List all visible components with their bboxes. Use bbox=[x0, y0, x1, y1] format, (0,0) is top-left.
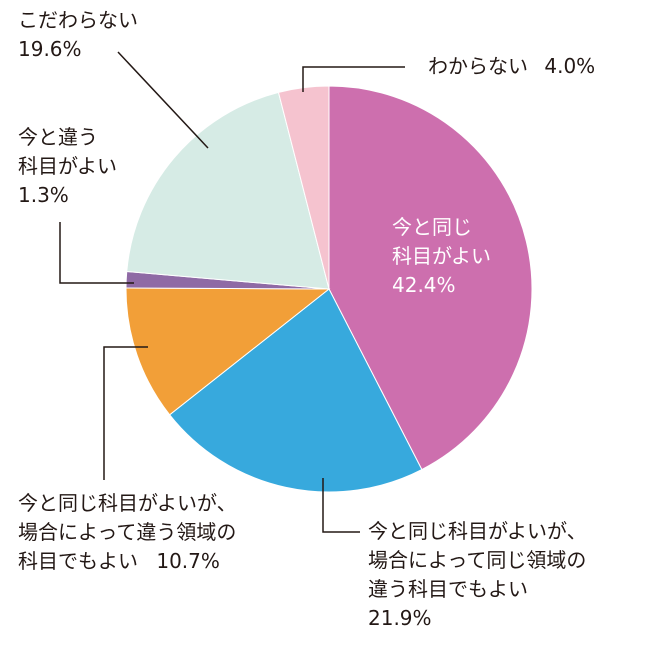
label-chigau-ryouiki-value: 10.7% bbox=[156, 549, 220, 573]
label-wakaranai-value: 4.0% bbox=[544, 54, 596, 78]
label-ima-to-onaji: 今と同じ 科目がよい 42.4% bbox=[392, 213, 491, 300]
leader-line-onaji-ryouiki bbox=[322, 478, 360, 533]
label-wakaranai: わからない 4.0% bbox=[428, 52, 595, 81]
pie-slice-4 bbox=[126, 91, 330, 290]
label-chigau-ryouiki-line1: 今と同じ科目がよいが、 bbox=[18, 491, 237, 515]
label-onaji-ryouiki-line1: 今と同じ科目がよいが、 bbox=[368, 519, 587, 543]
label-ima-to-onaji-line1: 今と同じ bbox=[392, 215, 472, 239]
label-onaji-ryouiki-line2: 場合によって同じ領域の bbox=[368, 548, 587, 572]
label-chigau-ryouiki-line3: 科目でもよい bbox=[18, 549, 138, 573]
pie-slice-1 bbox=[168, 288, 423, 493]
leader-line-chigau-ryouiki bbox=[103, 346, 148, 480]
label-kodawaranai-value: 19.6% bbox=[18, 37, 82, 61]
label-kodawaranai-text: こだわらない bbox=[18, 8, 138, 32]
label-wakaranai-text: わからない bbox=[428, 54, 528, 78]
label-kodawaranai: こだわらない 19.6% bbox=[18, 6, 138, 64]
leader-line-ima-to-chigau bbox=[59, 222, 134, 284]
pie-slice-2 bbox=[125, 287, 331, 416]
leader-line-wakaranai bbox=[302, 66, 405, 92]
label-onaji-ryouiki-line3: 違う科目でもよい bbox=[368, 577, 528, 601]
label-ima-to-onaji-value: 42.4% bbox=[392, 273, 456, 297]
leader-line-kodawaranai bbox=[117, 51, 209, 149]
pie-slices bbox=[125, 85, 533, 493]
label-ima-to-chigau-line2: 科目がよい bbox=[18, 154, 117, 178]
label-ima-to-onaji-line2: 科目がよい bbox=[392, 244, 491, 268]
label-onaji-ryouiki-value: 21.9% bbox=[368, 606, 432, 630]
label-ima-to-chigau-line1: 今と違う bbox=[18, 125, 98, 149]
label-ima-to-chigau: 今と違う 科目がよい 1.3% bbox=[18, 123, 117, 210]
leader-lines bbox=[59, 51, 405, 533]
label-chigau-ryouiki: 今と同じ科目がよいが、 場合によって違う領域の 科目でもよい 10.7% bbox=[18, 489, 237, 576]
label-chigau-ryouiki-line2: 場合によって違う領域の bbox=[18, 520, 237, 544]
pie-slice-0 bbox=[328, 85, 533, 471]
label-onaji-ryouiki: 今と同じ科目がよいが、 場合によって同じ領域の 違う科目でもよい 21.9% bbox=[368, 517, 587, 633]
label-ima-to-chigau-value: 1.3% bbox=[18, 183, 69, 207]
